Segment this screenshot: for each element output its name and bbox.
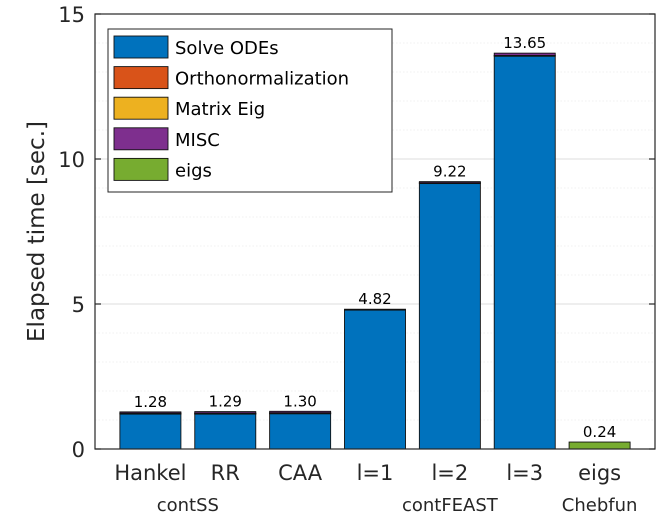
bar-segment bbox=[269, 410, 332, 414]
legend-entry: MISC bbox=[175, 130, 220, 151]
y-tick-label: 5 bbox=[72, 293, 85, 317]
legend-swatch bbox=[113, 157, 169, 181]
bar-segment bbox=[269, 412, 332, 450]
legend-entry: Orthonormalization bbox=[175, 69, 349, 90]
legend-swatch bbox=[113, 96, 169, 120]
x-category-label: l=1 bbox=[357, 461, 394, 485]
bar-segment bbox=[119, 413, 182, 450]
legend-entry: Solve ODEs bbox=[175, 38, 279, 59]
bar-segment bbox=[194, 413, 257, 450]
bar-segment bbox=[493, 52, 556, 56]
y-tick-label: 0 bbox=[72, 438, 85, 462]
legend: Solve ODEs Orthonormalization Matrix Eig MI… bbox=[107, 28, 393, 193]
legend-entry: eigs bbox=[175, 160, 212, 181]
x-tick-labels: Hankel RR CAA l=1 l=2 l=3 eigs contSS contFEAST C… bbox=[114, 461, 637, 516]
bars bbox=[119, 52, 631, 450]
x-category-label: Hankel bbox=[114, 461, 186, 485]
legend-swatch bbox=[113, 66, 169, 90]
data-labels: 1.28 1.29 1.30 4.82 9.22 13.65 0.24 bbox=[134, 34, 617, 441]
y-ticks: 0 5 10 15 bbox=[58, 3, 655, 462]
x-group-label: contSS bbox=[157, 495, 219, 516]
bar-total-label: 4.82 bbox=[358, 290, 391, 308]
x-category-label: RR bbox=[211, 461, 240, 485]
x-category-label: CAA bbox=[278, 461, 323, 485]
bar-segment bbox=[568, 441, 631, 450]
x-category-label: l=3 bbox=[506, 461, 543, 485]
legend-swatch bbox=[113, 127, 169, 151]
bar-segment bbox=[493, 55, 556, 450]
bar-total-label: 1.28 bbox=[134, 393, 167, 411]
bar-total-label: 13.65 bbox=[503, 34, 546, 52]
bar-segment bbox=[119, 411, 182, 414]
legend-entry: Matrix Eig bbox=[175, 99, 265, 120]
bar-total-label: 1.29 bbox=[209, 393, 242, 411]
bar-segment bbox=[344, 308, 406, 311]
bar-total-label: 1.30 bbox=[283, 392, 316, 410]
bar-total-label: 9.22 bbox=[433, 163, 466, 181]
bar-segment bbox=[418, 181, 481, 184]
y-axis-label: Elapsed time [sec.] bbox=[24, 121, 50, 342]
legend-swatch bbox=[113, 35, 169, 59]
y-tick-label: 15 bbox=[58, 3, 85, 27]
bar-segment bbox=[194, 411, 257, 414]
x-category-label: eigs bbox=[578, 461, 621, 485]
x-category-label: l=2 bbox=[431, 461, 468, 485]
y-tick-label: 10 bbox=[58, 148, 85, 172]
axes-box bbox=[94, 13, 656, 450]
x-group-label: contFEAST bbox=[402, 495, 499, 516]
x-group-label: Chebfun bbox=[562, 495, 638, 516]
bar-segment bbox=[418, 182, 481, 450]
bar-total-label: 0.24 bbox=[583, 423, 616, 441]
bar-segment bbox=[344, 309, 406, 450]
